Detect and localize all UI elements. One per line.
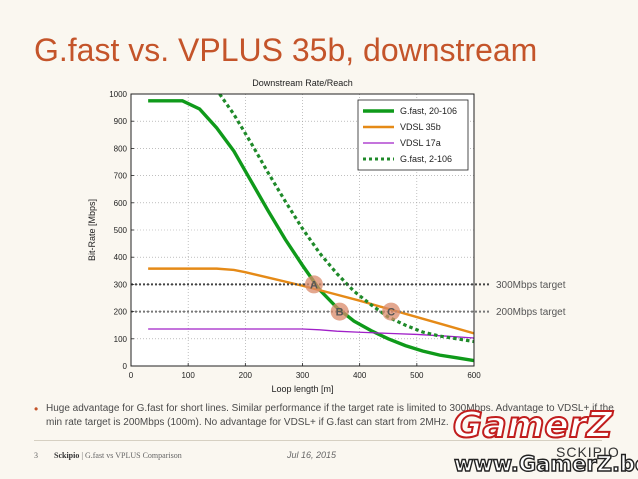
target-label-200: 200Mbps target: [496, 307, 566, 318]
x-tick-label-200: 200: [239, 371, 253, 380]
marker-C: [382, 302, 401, 321]
y-tick-label-1000: 1000: [109, 90, 127, 99]
footer-divider: [34, 440, 602, 441]
y-tick-label-600: 600: [114, 199, 128, 208]
series-line-3: [148, 328, 474, 339]
x-tick-label-600: 600: [467, 371, 481, 380]
footer-brand: Sckipio: [54, 451, 80, 460]
legend-label-1: G.fast, 20-106: [400, 106, 457, 116]
legend-label-4: G.fast, 2-106: [400, 154, 452, 164]
footer-subtitle: | G.fast vs VPLUS Comparison: [81, 451, 182, 460]
bullet-icon: •: [34, 402, 39, 416]
watermark-logo: GamerZ: [452, 404, 614, 447]
footer-date: Jul 16, 2015: [287, 450, 337, 460]
series-line-2: [148, 267, 474, 335]
legend-label-2: VDSL 35b: [400, 122, 441, 132]
chart-title: Downstream Rate/Reach: [252, 78, 353, 88]
marker-label-B: B: [336, 307, 344, 319]
y-tick-label-400: 400: [114, 253, 128, 262]
marker-A: [304, 275, 323, 294]
slide-title: G.fast vs. VPLUS 35b, downstream: [34, 32, 538, 68]
x-tick-label-0: 0: [129, 371, 134, 380]
page-number: 3: [34, 451, 38, 460]
x-tick-label-400: 400: [353, 371, 367, 380]
bullet-point: • Huge advantage for G.fast for short li…: [34, 402, 614, 430]
x-tick-label-300: 300: [296, 371, 310, 380]
target-label-300: 300Mbps target: [496, 280, 566, 291]
x-tick-label-500: 500: [410, 371, 424, 380]
sckipio-logo: SCKIPIO: [556, 444, 620, 460]
y-tick-label-100: 100: [114, 335, 128, 344]
y-tick-label-800: 800: [114, 144, 128, 153]
x-tick-label-100: 100: [181, 371, 195, 380]
marker-label-A: A: [310, 279, 318, 291]
footer-left: 3 Sckipio | G.fast vs VPLUS Comparison: [34, 451, 182, 460]
y-tick-label-500: 500: [114, 226, 128, 235]
bullet-text: Huge advantage for G.fast for short line…: [46, 403, 614, 428]
marker-label-C: C: [387, 307, 395, 319]
y-axis-label: Bit-Rate [Mbps]: [87, 199, 97, 261]
x-axis-label: Loop length [m]: [271, 384, 333, 394]
legend-label-3: VDSL 17a: [400, 138, 441, 148]
y-tick-label-700: 700: [114, 172, 128, 181]
marker-B: [330, 302, 349, 321]
y-tick-label-200: 200: [114, 308, 128, 317]
y-tick-label-300: 300: [114, 280, 128, 289]
y-tick-label-0: 0: [123, 362, 128, 371]
y-tick-label-900: 900: [114, 117, 128, 126]
watermark-url: www.GamerZ.be: [453, 451, 638, 476]
